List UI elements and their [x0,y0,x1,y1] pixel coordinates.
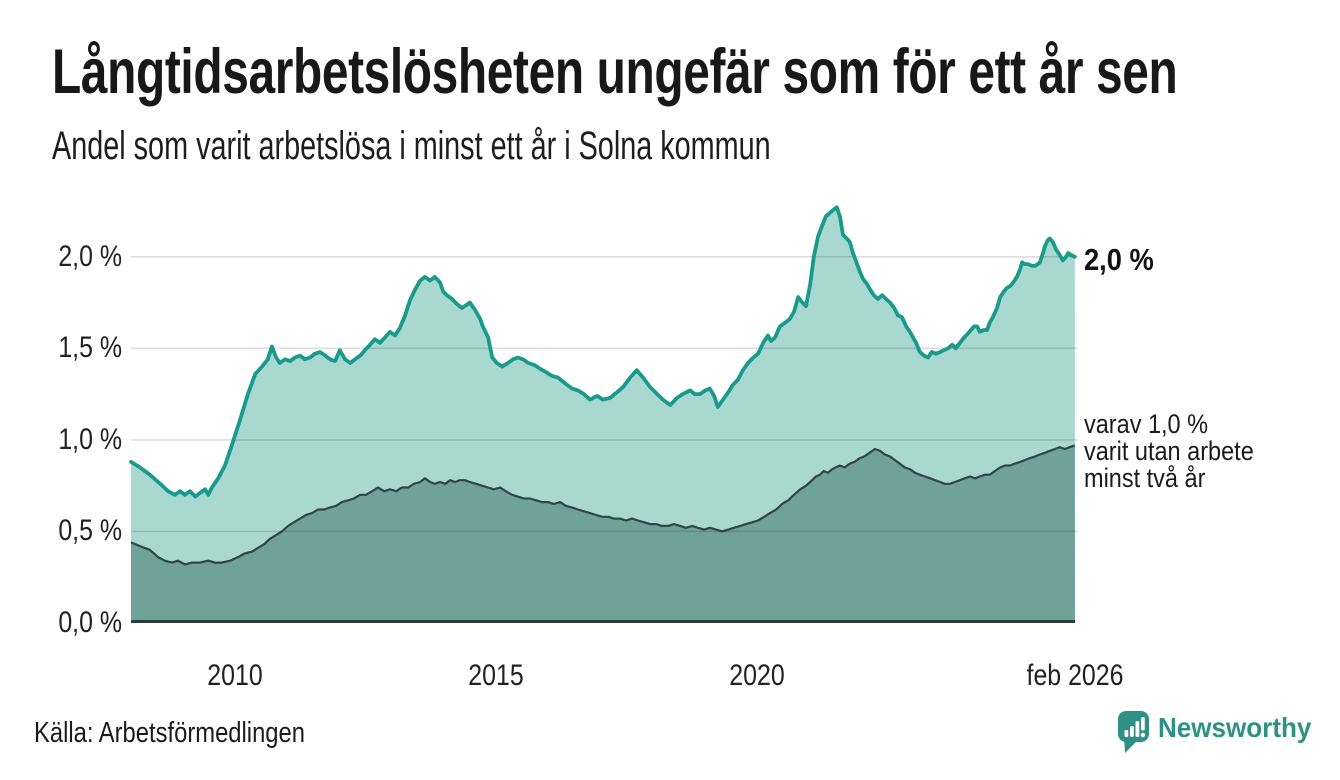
y-tick-label: 1,5 % [58,331,122,365]
x-tick-label: feb 2026 [1026,659,1124,692]
chart-subtitle: Andel som varit arbetslösa i minst ett å… [52,124,771,168]
series-end-label-line: varit utan arbete [1084,436,1254,466]
series-line-total [129,205,1077,499]
series-end-label-line: minst två år [1084,463,1206,493]
source-note: Källa: Arbetsförmedlingen [34,717,305,749]
plot-svg [129,205,1078,624]
series-area-two-years [131,445,1075,623]
newsworthy-brand-name: Newsworthy [1158,712,1312,743]
x-tick-label: 2010 [207,659,264,692]
y-tick-label: 1,0 % [58,422,122,456]
newsworthy-logo-icon [1118,711,1149,753]
y-tick-label: 2,0 % [58,239,122,273]
y-tick-label: 0,0 % [58,606,122,639]
series-end-label-line: varav 1,0 % [1084,409,1209,439]
series-end-label-two-years: varav 1,0 % varit utan arbete minst två … [1084,411,1254,492]
page-title: Långtidsarbetslösheten ungefär som för e… [52,37,1178,107]
y-tick-label: 0,5 % [58,514,122,548]
x-tick-label: 2015 [468,659,525,692]
x-tick-label: 2020 [729,659,786,692]
series-end-label-total: 2,0 % [1084,242,1154,277]
series-line-two-years [130,444,1076,566]
